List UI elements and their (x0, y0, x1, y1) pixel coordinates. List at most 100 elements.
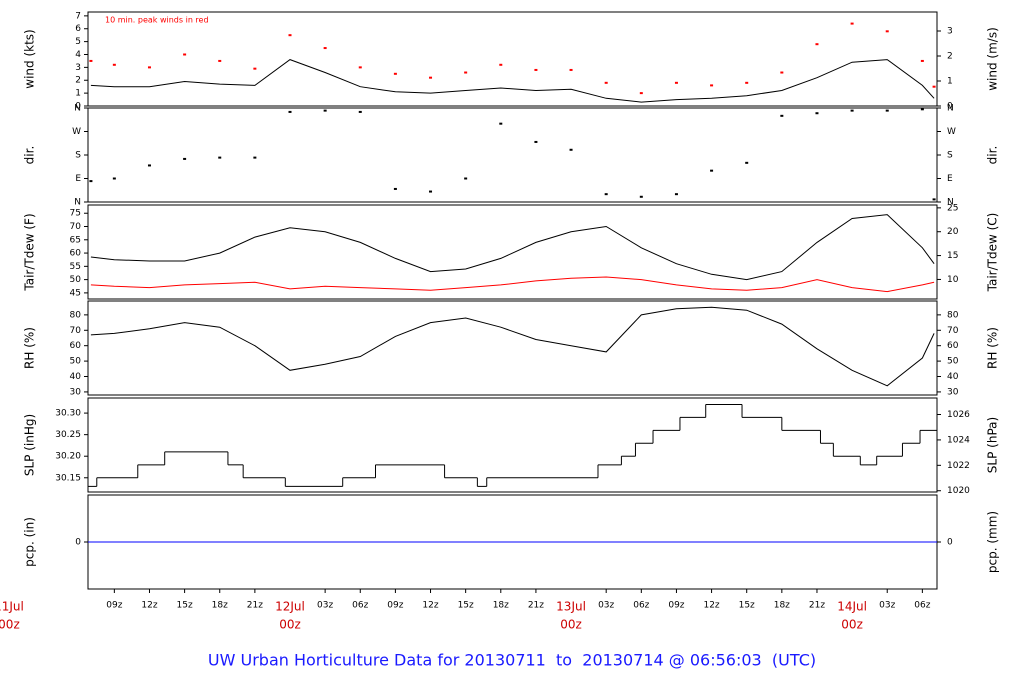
panel-frame (87, 204, 938, 300)
y-axis-title: pcp. (in) (23, 517, 37, 567)
y-tick-label: 3 (75, 63, 81, 73)
y2-tick-label: E (947, 174, 953, 184)
y2-tick-label: N (947, 198, 954, 208)
date-label: 13Jul (556, 600, 586, 614)
date-label: 14Jul (837, 600, 867, 614)
data-point (885, 30, 889, 33)
y2-axis-title: RH (%) (986, 327, 1000, 369)
data-point (639, 92, 643, 95)
y2-tick-label: 40 (947, 372, 959, 382)
y2-tick-label: 0 (947, 538, 953, 548)
y-tick-label: 5 (75, 37, 81, 47)
data-point (499, 63, 503, 66)
y2-axis-title: SLP (hPa) (986, 417, 1000, 473)
series-line (90, 276, 935, 293)
y-tick-label: N (74, 198, 81, 208)
y-tick-label: 30.15 (55, 473, 81, 483)
data-point (674, 193, 678, 196)
data-point (183, 157, 187, 160)
y-tick-label: 4 (75, 50, 81, 60)
y-axis-title: dir. (23, 146, 37, 165)
x-tick-label: 09z (387, 601, 403, 611)
y-tick-label: 2 (75, 76, 81, 86)
y-tick-label: N (74, 104, 81, 114)
x-tick-label: 18z (774, 601, 790, 611)
data-point (780, 114, 784, 117)
x-tick-label: 12z (141, 601, 157, 611)
y-tick-label: 45 (70, 288, 81, 298)
y2-tick-label: 1024 (947, 435, 970, 445)
data-point (89, 180, 93, 183)
y2-tick-label: S (947, 151, 953, 161)
data-point (745, 81, 749, 84)
y-tick-label: 70 (70, 222, 82, 232)
data-point (112, 63, 116, 66)
y2-tick-label: 2 (947, 52, 953, 62)
data-point (253, 67, 257, 70)
y2-tick-label: 10 (947, 275, 959, 285)
y2-axis-title: dir. (986, 146, 1000, 165)
panel-frame (87, 397, 938, 493)
y-tick-label: 30.25 (55, 430, 81, 440)
data-point (288, 110, 292, 113)
y2-tick-label: 0 (947, 102, 953, 112)
data-point (932, 85, 936, 88)
data-point (464, 177, 468, 180)
y-tick-label: 70 (70, 326, 82, 336)
data-point (464, 71, 468, 74)
x-tick-label: 09z (668, 601, 684, 611)
y-axis-title: Tair/Tdew (F) (23, 213, 37, 291)
y-tick-label: 65 (70, 235, 81, 245)
x-tick-label: 21z (809, 601, 825, 611)
date-time-label: 00z (0, 618, 20, 632)
data-point (358, 110, 362, 113)
y-tick-label: 60 (70, 249, 82, 259)
data-point (183, 53, 187, 56)
y-axis-title: wind (kts) (23, 29, 37, 88)
x-tick-label: 12z (422, 601, 438, 611)
y-tick-label: 40 (70, 372, 82, 382)
x-tick-label: 06z (914, 601, 930, 611)
data-point (534, 140, 538, 143)
y-axis-title: RH (%) (23, 327, 37, 369)
y-tick-label: 0 (75, 102, 81, 112)
y2-tick-label: 80 (947, 310, 959, 320)
data-point (112, 177, 116, 180)
data-point (815, 43, 819, 46)
y-tick-label: S (75, 151, 81, 161)
x-tick-label: 18z (212, 601, 228, 611)
series-line (90, 306, 935, 387)
chart-title: UW Urban Horticulture Data for 20130711 … (208, 651, 816, 670)
x-tick-label: 06z (633, 601, 649, 611)
y-tick-label: 30.30 (55, 409, 81, 419)
y-tick-label: 1 (75, 89, 81, 99)
y2-tick-label: N (947, 104, 954, 114)
data-point (218, 59, 222, 62)
panel-frame (87, 107, 938, 203)
y-tick-label: 50 (70, 357, 82, 367)
data-point (745, 161, 749, 164)
y2-tick-label: 3 (947, 27, 953, 37)
data-point (920, 108, 924, 111)
y2-tick-label: 70 (947, 326, 959, 336)
data-point (710, 84, 714, 87)
x-tick-label: 09z (106, 601, 122, 611)
x-tick-label: 06z (352, 601, 368, 611)
date-label: 12Jul (275, 600, 305, 614)
data-point (604, 81, 608, 84)
data-point (569, 148, 573, 151)
y-tick-label: E (75, 174, 81, 184)
data-point (639, 195, 643, 198)
y2-tick-label: 20 (947, 227, 959, 237)
annotation: 10 min. peak winds in red (105, 16, 209, 25)
y-tick-label: 30.20 (55, 452, 81, 462)
x-tick-label: 15z (458, 601, 474, 611)
data-point (710, 169, 714, 172)
data-point (850, 109, 854, 112)
data-point (604, 193, 608, 196)
x-tick-label: 03z (598, 601, 614, 611)
data-point (358, 66, 362, 69)
y2-tick-label: 1026 (947, 410, 970, 420)
date-time-label: 00z (841, 618, 863, 632)
panel-frame (87, 11, 938, 107)
